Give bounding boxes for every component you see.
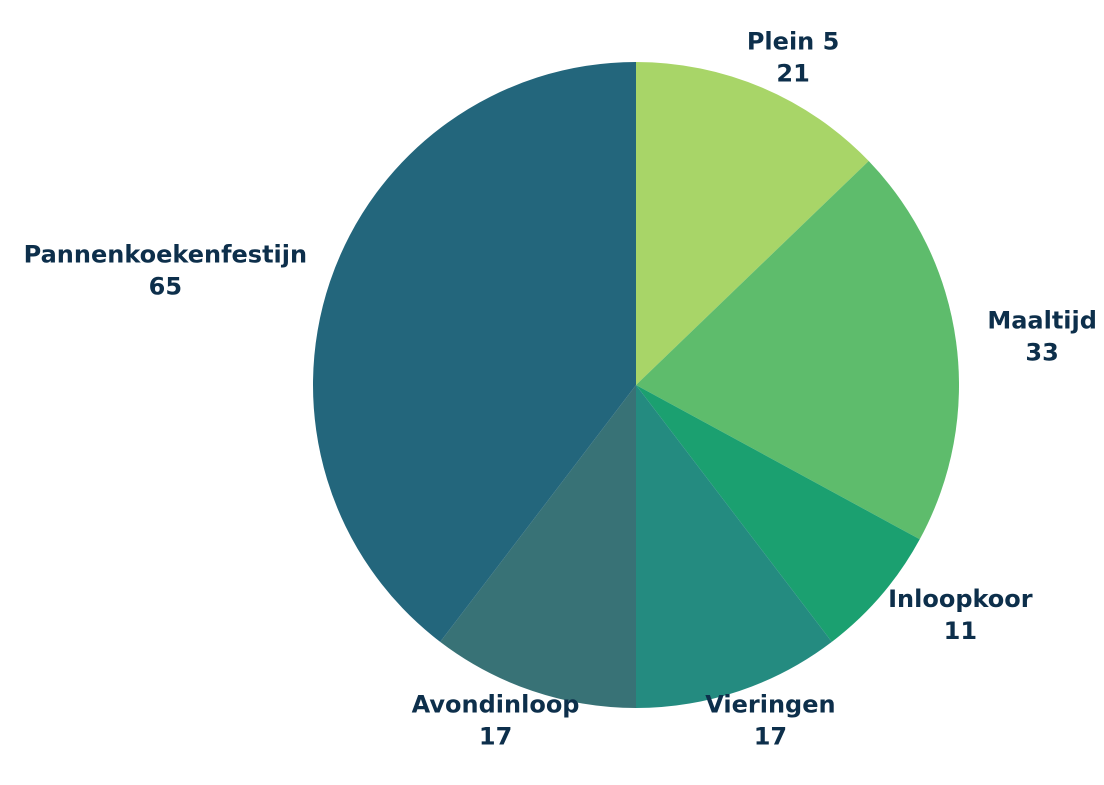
- pie-slice: [636, 161, 959, 540]
- slice-label: Inloopkoor: [888, 585, 1033, 613]
- slice-value: 17: [479, 722, 512, 750]
- pie-slice: [440, 385, 636, 708]
- pie-slice: [636, 385, 832, 708]
- slice-label: Maaltijd: [987, 307, 1097, 335]
- slice-label: Pannenkoekenfestijn: [24, 240, 307, 268]
- slice-value: 17: [754, 722, 787, 750]
- pie-slice: [636, 385, 920, 642]
- slice-label: Avondinloop: [412, 690, 580, 718]
- slice-value: 11: [944, 617, 977, 645]
- slice-value: 65: [149, 272, 182, 300]
- slice-label: Vieringen: [705, 690, 835, 718]
- slice-value: 21: [776, 59, 809, 87]
- slice-label: Plein 5: [747, 27, 839, 55]
- pie-slice: [636, 62, 869, 385]
- pie-slice: [313, 62, 636, 642]
- slice-value: 33: [1025, 339, 1058, 367]
